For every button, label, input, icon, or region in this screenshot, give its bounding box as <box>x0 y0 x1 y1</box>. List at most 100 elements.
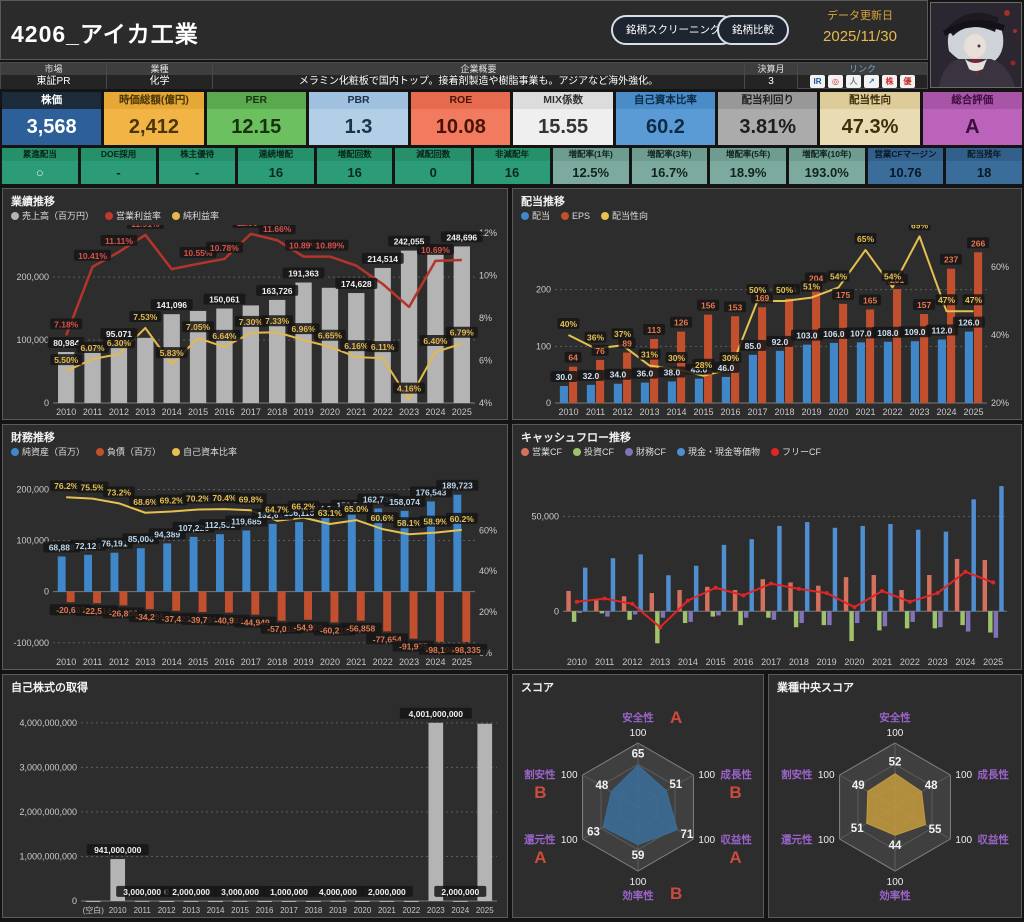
metric-tile-increase-rate-5y: 増配率(5年) 18.9% <box>710 148 786 184</box>
svg-text:100: 100 <box>818 770 835 781</box>
metric-tile-non-decrease-years: 非減配年 16 <box>474 148 550 184</box>
legend-item: 純資産（百万） <box>11 445 85 458</box>
metric-value-decrease-count: 0 <box>429 165 437 180</box>
svg-text:2015: 2015 <box>693 407 713 417</box>
metric-value-shareholder-benefit: - <box>195 165 200 180</box>
svg-text:28%: 28% <box>695 360 712 370</box>
svg-text:47%: 47% <box>965 295 982 305</box>
metric-label-progressive-dividend: 累進配当 <box>2 148 78 161</box>
market-label: 市場 <box>1 63 106 75</box>
svg-text:-26,806: -26,806 <box>109 608 138 618</box>
svg-text:100: 100 <box>887 877 904 888</box>
svg-text:2023: 2023 <box>427 906 445 915</box>
svg-text:37%: 37% <box>614 329 631 339</box>
svg-text:2022: 2022 <box>402 906 420 915</box>
svg-text:-60,218: -60,218 <box>320 625 349 635</box>
svg-text:2,000,000: 2,000,000 <box>368 887 406 897</box>
link-yutai-icon[interactable]: 優待 <box>900 75 915 88</box>
svg-text:2021: 2021 <box>378 906 396 915</box>
link-ir-bank-icon[interactable]: IR <box>810 75 825 88</box>
svg-text:66.2%: 66.2% <box>292 502 317 512</box>
svg-text:150,061: 150,061 <box>209 295 240 305</box>
svg-text:72,124: 72,124 <box>75 541 101 551</box>
svg-text:153: 153 <box>728 302 742 312</box>
svg-text:68,888: 68,888 <box>49 542 75 552</box>
metric-value-dividend-yield: 3.81% <box>739 115 797 138</box>
svg-text:5.50%: 5.50% <box>54 355 79 365</box>
svg-text:158,074: 158,074 <box>389 497 420 507</box>
industry-label: 業種 <box>107 63 212 75</box>
metric-label-increase-rate-5y: 増配率(5年) <box>710 148 786 161</box>
panel-title: 財務推移 <box>11 432 55 444</box>
svg-text:30%: 30% <box>668 353 685 363</box>
svg-text:2025: 2025 <box>963 407 983 417</box>
svg-text:0: 0 <box>72 896 77 906</box>
metric-label-decrease-count: 減配回数 <box>395 148 472 161</box>
svg-text:8%: 8% <box>479 313 492 323</box>
svg-text:7.30%: 7.30% <box>239 317 264 327</box>
metric-label-dividend-yield: 配当利回り <box>718 92 818 109</box>
link-kabutan-icon[interactable]: ◎ <box>828 75 843 88</box>
svg-text:2018: 2018 <box>305 906 323 915</box>
legend-item: 自己資本比率 <box>172 445 237 458</box>
svg-text:2011: 2011 <box>586 407 605 417</box>
title-bar: 4206_アイカ工業 銘柄スクリーニング 銘柄比較 データ更新日 2025/11… <box>0 0 928 60</box>
metric-value-roe: 10.08 <box>435 115 486 138</box>
svg-text:3,000,000: 3,000,000 <box>123 887 161 897</box>
svg-text:6.79%: 6.79% <box>450 328 475 338</box>
svg-text:6.64%: 6.64% <box>212 331 237 341</box>
svg-text:100: 100 <box>887 728 904 739</box>
legend-item: 純利益率 <box>172 209 219 222</box>
stock-screening-button[interactable]: 銘柄スクリーニング <box>611 15 736 45</box>
svg-text:2014: 2014 <box>207 906 225 915</box>
svg-text:B: B <box>729 783 741 802</box>
svg-text:2016: 2016 <box>720 407 740 417</box>
svg-text:163,726: 163,726 <box>262 286 293 296</box>
svg-text:76,191: 76,191 <box>101 539 127 549</box>
svg-text:2012: 2012 <box>109 407 129 417</box>
metric-tile-dividend-yield: 配当利回り 3.81% <box>718 92 818 145</box>
svg-text:50%: 50% <box>776 285 793 295</box>
svg-text:32.0: 32.0 <box>583 371 600 381</box>
svg-text:60.6%: 60.6% <box>371 513 396 523</box>
page-title: 4206_アイカ工業 <box>11 21 199 47</box>
svg-text:113: 113 <box>647 325 661 335</box>
metric-label-payout-ratio: 配当性向 <box>820 92 920 109</box>
link-shikiho-icon[interactable]: 株式 <box>882 75 897 88</box>
metric-label-shareholder-benefit: 株主優待 <box>159 148 236 161</box>
svg-text:1,000,000: 1,000,000 <box>270 887 308 897</box>
data-update-label: データ更新日 <box>827 10 893 22</box>
profile-avatar <box>930 2 1022 88</box>
metric-tile-progressive-dividend: 累進配当 ○ <box>2 148 78 184</box>
stock-compare-button[interactable]: 銘柄比較 <box>717 15 789 45</box>
metric-tile-doe-adopted: DOE採用 - <box>80 148 157 184</box>
svg-text:94,389: 94,389 <box>154 529 180 539</box>
svg-text:157: 157 <box>917 300 931 310</box>
svg-text:36%: 36% <box>587 333 604 343</box>
svg-text:-91,975: -91,975 <box>399 642 428 652</box>
svg-text:還元性: 還元性 <box>781 833 813 846</box>
svg-text:54%: 54% <box>884 271 901 281</box>
svg-text:85.0: 85.0 <box>745 341 762 351</box>
profile-label: 企業概要 <box>213 63 744 75</box>
link-stock-chart-icon[interactable]: ↗ <box>864 75 879 88</box>
svg-text:10.89%: 10.89% <box>289 241 318 251</box>
legend-item: 配当性向 <box>601 209 648 222</box>
legend-item: 売上高（百万円） <box>11 209 94 222</box>
svg-text:7.33%: 7.33% <box>265 316 290 326</box>
metric-value-payout-ratio: 47.3% <box>841 115 899 138</box>
svg-text:156: 156 <box>701 301 715 311</box>
svg-text:10.55%: 10.55% <box>184 248 213 258</box>
svg-text:107,226: 107,226 <box>178 523 209 533</box>
svg-text:100: 100 <box>698 770 715 781</box>
svg-text:70.2%: 70.2% <box>186 493 211 503</box>
svg-text:69.2%: 69.2% <box>160 496 185 506</box>
svg-text:50%: 50% <box>749 285 766 295</box>
svg-text:60.2%: 60.2% <box>450 514 475 524</box>
legend-dot-icon <box>172 447 181 456</box>
svg-text:2,000,000: 2,000,000 <box>441 887 479 897</box>
link-minkabu-icon[interactable]: 人 <box>846 75 861 88</box>
legend-dot-icon <box>105 211 114 220</box>
svg-text:2017: 2017 <box>241 657 261 667</box>
svg-text:6.40%: 6.40% <box>423 336 448 346</box>
